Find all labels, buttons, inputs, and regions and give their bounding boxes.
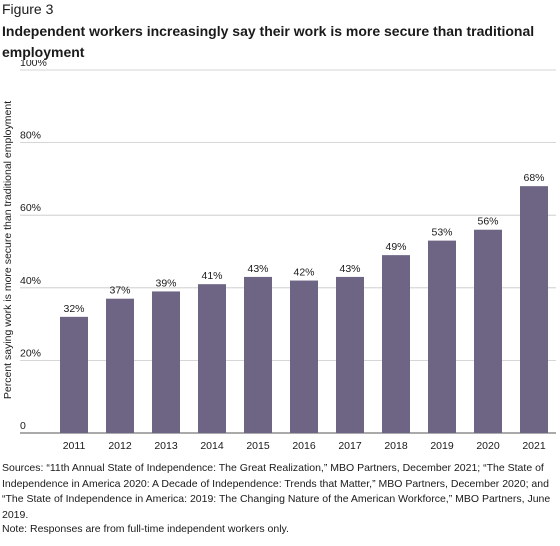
bar — [382, 255, 410, 433]
bar — [152, 291, 180, 433]
y-tick-label: 60% — [20, 202, 41, 214]
y-tick-label: 80% — [20, 130, 41, 142]
bar — [198, 284, 226, 433]
data-label: 68% — [523, 172, 544, 184]
bar — [520, 186, 548, 433]
bar — [474, 229, 502, 433]
data-labels: 32% 37% 39% 41% 43% 42% 43% 49% 53% 56% 68% — [63, 172, 544, 315]
bar — [60, 316, 88, 433]
note-text: Note: Responses are from full-time indep… — [2, 523, 289, 535]
x-tick-label: 2016 — [292, 440, 316, 452]
y-tick-label: 20% — [20, 347, 41, 359]
y-tick-label: 40% — [20, 275, 41, 287]
data-label: 37% — [109, 285, 130, 297]
data-label: 41% — [201, 270, 222, 282]
x-tick-label: 2014 — [200, 440, 224, 452]
bar-chart: 32% 37% 39% 41% 43% 42% 43% 49% 53% 56% 68% 0 20% 40… — [2, 60, 556, 452]
chart-title: Independent workers increasingly say the… — [2, 23, 535, 60]
bar — [244, 276, 272, 433]
data-label: 43% — [339, 263, 360, 275]
x-tick-label: 2011 — [63, 440, 86, 452]
data-label: 56% — [477, 216, 498, 228]
y-tick-label: 0 — [20, 420, 26, 432]
x-tick-label: 2017 — [338, 440, 362, 452]
x-tick-label: 2012 — [108, 440, 132, 452]
bar — [336, 276, 364, 433]
bar — [106, 298, 134, 433]
y-tick-label: 100% — [20, 60, 47, 69]
y-axis-label: Percent saying work is more secure than … — [2, 101, 14, 399]
data-label: 32% — [63, 303, 84, 315]
y-axis-ticks: 0 20% 40% 60% 80% 100% — [20, 60, 47, 432]
bar — [290, 280, 318, 433]
data-label: 39% — [155, 277, 176, 289]
data-label: 42% — [293, 267, 314, 279]
x-axis-ticks: 2011 2012 2013 2014 2015 2016 2017 2018 2019 2020… — [63, 440, 546, 452]
data-label: 53% — [431, 227, 452, 239]
data-label: 49% — [385, 241, 406, 253]
figure-label: Figure 3 — [2, 1, 54, 17]
x-tick-label: 2013 — [154, 440, 178, 452]
x-tick-label: 2015 — [246, 440, 270, 452]
bars — [60, 186, 548, 433]
data-label: 43% — [247, 263, 268, 275]
x-tick-label: 2019 — [430, 440, 454, 452]
x-tick-label: 2021 — [522, 440, 546, 452]
x-tick-label: 2020 — [476, 440, 500, 452]
x-tick-label: 2018 — [384, 440, 408, 452]
bar — [428, 240, 456, 433]
sources-text: Sources: “11th Annual State of Independe… — [2, 462, 551, 521]
